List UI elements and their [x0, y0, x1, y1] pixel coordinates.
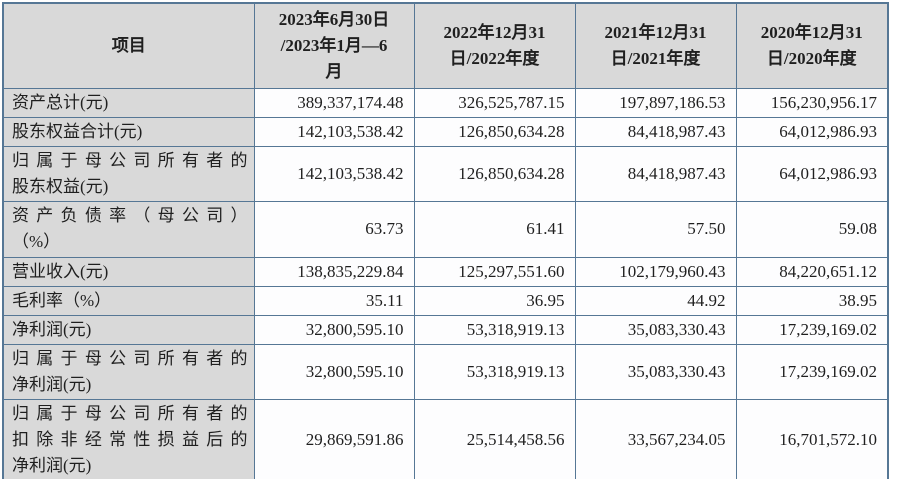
cell-value: 57.50	[574, 200, 737, 258]
cell-value: 138,835,229.84	[253, 256, 415, 287]
table-body: 资产总计(元) 389,337,174.48 326,525,787.15 197,8…	[2, 87, 889, 479]
cell-value: 84,418,987.43	[574, 145, 737, 202]
table-row: 归属于母公司所有者的 股东权益(元) 142,103,538.42 126,850,6…	[2, 145, 889, 202]
row-label: 归属于母公司所有者的 扣除非经常性损益后的 净利润(元)	[2, 398, 255, 479]
cell-value: 53,318,919.13	[413, 314, 576, 345]
cell-value: 125,297,551.60	[413, 256, 576, 287]
table-row: 营业收入(元) 138,835,229.84 125,297,551.60 102,1…	[2, 256, 889, 287]
table-row: 归属于母公司所有者的 净利润(元) 32,800,595.10 53,318,919.…	[2, 343, 889, 400]
cell-value: 38.95	[735, 285, 889, 316]
row-label: 营业收入(元)	[2, 256, 255, 287]
cell-value: 53,318,919.13	[413, 343, 576, 400]
cell-value: 102,179,960.43	[574, 256, 737, 287]
header-row: 项目 2023年6月30日 /2023年1月—6 月 2022年12月31 日/…	[2, 2, 889, 89]
cell-value: 64,012,986.93	[735, 116, 889, 147]
cell-value: 44.92	[574, 285, 737, 316]
row-label: 毛利率（%）	[2, 285, 255, 316]
row-label: 资产总计(元)	[2, 87, 255, 118]
cell-value: 35.11	[253, 285, 415, 316]
table-row: 毛利率（%） 35.11 36.95 44.92 38.95	[2, 285, 889, 316]
cell-value: 29,869,591.86	[253, 398, 415, 479]
cell-value: 197,897,186.53	[574, 87, 737, 118]
column-header-2022: 2022年12月31 日/2022年度	[413, 2, 576, 89]
cell-value: 61.41	[413, 200, 576, 258]
table-row: 资产负债率（母公司） （%） 63.73 61.41 57.50 59.08	[2, 200, 889, 258]
cell-value: 142,103,538.42	[253, 116, 415, 147]
cell-value: 84,220,651.12	[735, 256, 889, 287]
row-label: 股东权益合计(元)	[2, 116, 255, 147]
column-header-item: 项目	[2, 2, 255, 89]
cell-value: 59.08	[735, 200, 889, 258]
table-row: 股东权益合计(元) 142,103,538.42 126,850,634.28 84,…	[2, 116, 889, 147]
cell-value: 35,083,330.43	[574, 314, 737, 345]
column-header-2021: 2021年12月31 日/2021年度	[574, 2, 737, 89]
table-row: 归属于母公司所有者的 扣除非经常性损益后的 净利润(元) 29,869,591.86 2…	[2, 398, 889, 479]
row-label: 归属于母公司所有者的 净利润(元)	[2, 343, 255, 400]
cell-value: 32,800,595.10	[253, 343, 415, 400]
cell-value: 126,850,634.28	[413, 145, 576, 202]
cell-value: 84,418,987.43	[574, 116, 737, 147]
cell-value: 35,083,330.43	[574, 343, 737, 400]
cell-value: 33,567,234.05	[574, 398, 737, 479]
cell-value: 326,525,787.15	[413, 87, 576, 118]
cell-value: 17,239,169.02	[735, 343, 889, 400]
column-header-2020: 2020年12月31 日/2020年度	[735, 2, 889, 89]
row-label: 净利润(元)	[2, 314, 255, 345]
cell-value: 17,239,169.02	[735, 314, 889, 345]
column-header-2023h1: 2023年6月30日 /2023年1月—6 月	[253, 2, 415, 89]
cell-value: 142,103,538.42	[253, 145, 415, 202]
table-row: 资产总计(元) 389,337,174.48 326,525,787.15 197,8…	[2, 87, 889, 118]
cell-value: 156,230,956.17	[735, 87, 889, 118]
table-header: 项目 2023年6月30日 /2023年1月—6 月 2022年12月31 日/…	[2, 2, 889, 89]
cell-value: 25,514,458.56	[413, 398, 576, 479]
table-row: 净利润(元) 32,800,595.10 53,318,919.13 35,083,3…	[2, 314, 889, 345]
row-label: 归属于母公司所有者的 股东权益(元)	[2, 145, 255, 202]
cell-value: 63.73	[253, 200, 415, 258]
cell-value: 32,800,595.10	[253, 314, 415, 345]
cell-value: 64,012,986.93	[735, 145, 889, 202]
cell-value: 126,850,634.28	[413, 116, 576, 147]
row-label: 资产负债率（母公司） （%）	[2, 200, 255, 258]
cell-value: 36.95	[413, 285, 576, 316]
cell-value: 16,701,572.10	[735, 398, 889, 479]
cell-value: 389,337,174.48	[253, 87, 415, 118]
